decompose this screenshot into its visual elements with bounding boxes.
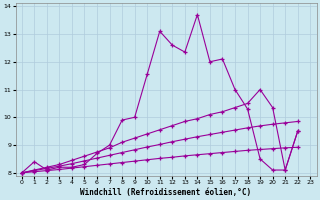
X-axis label: Windchill (Refroidissement éolien,°C): Windchill (Refroidissement éolien,°C) (80, 188, 252, 197)
